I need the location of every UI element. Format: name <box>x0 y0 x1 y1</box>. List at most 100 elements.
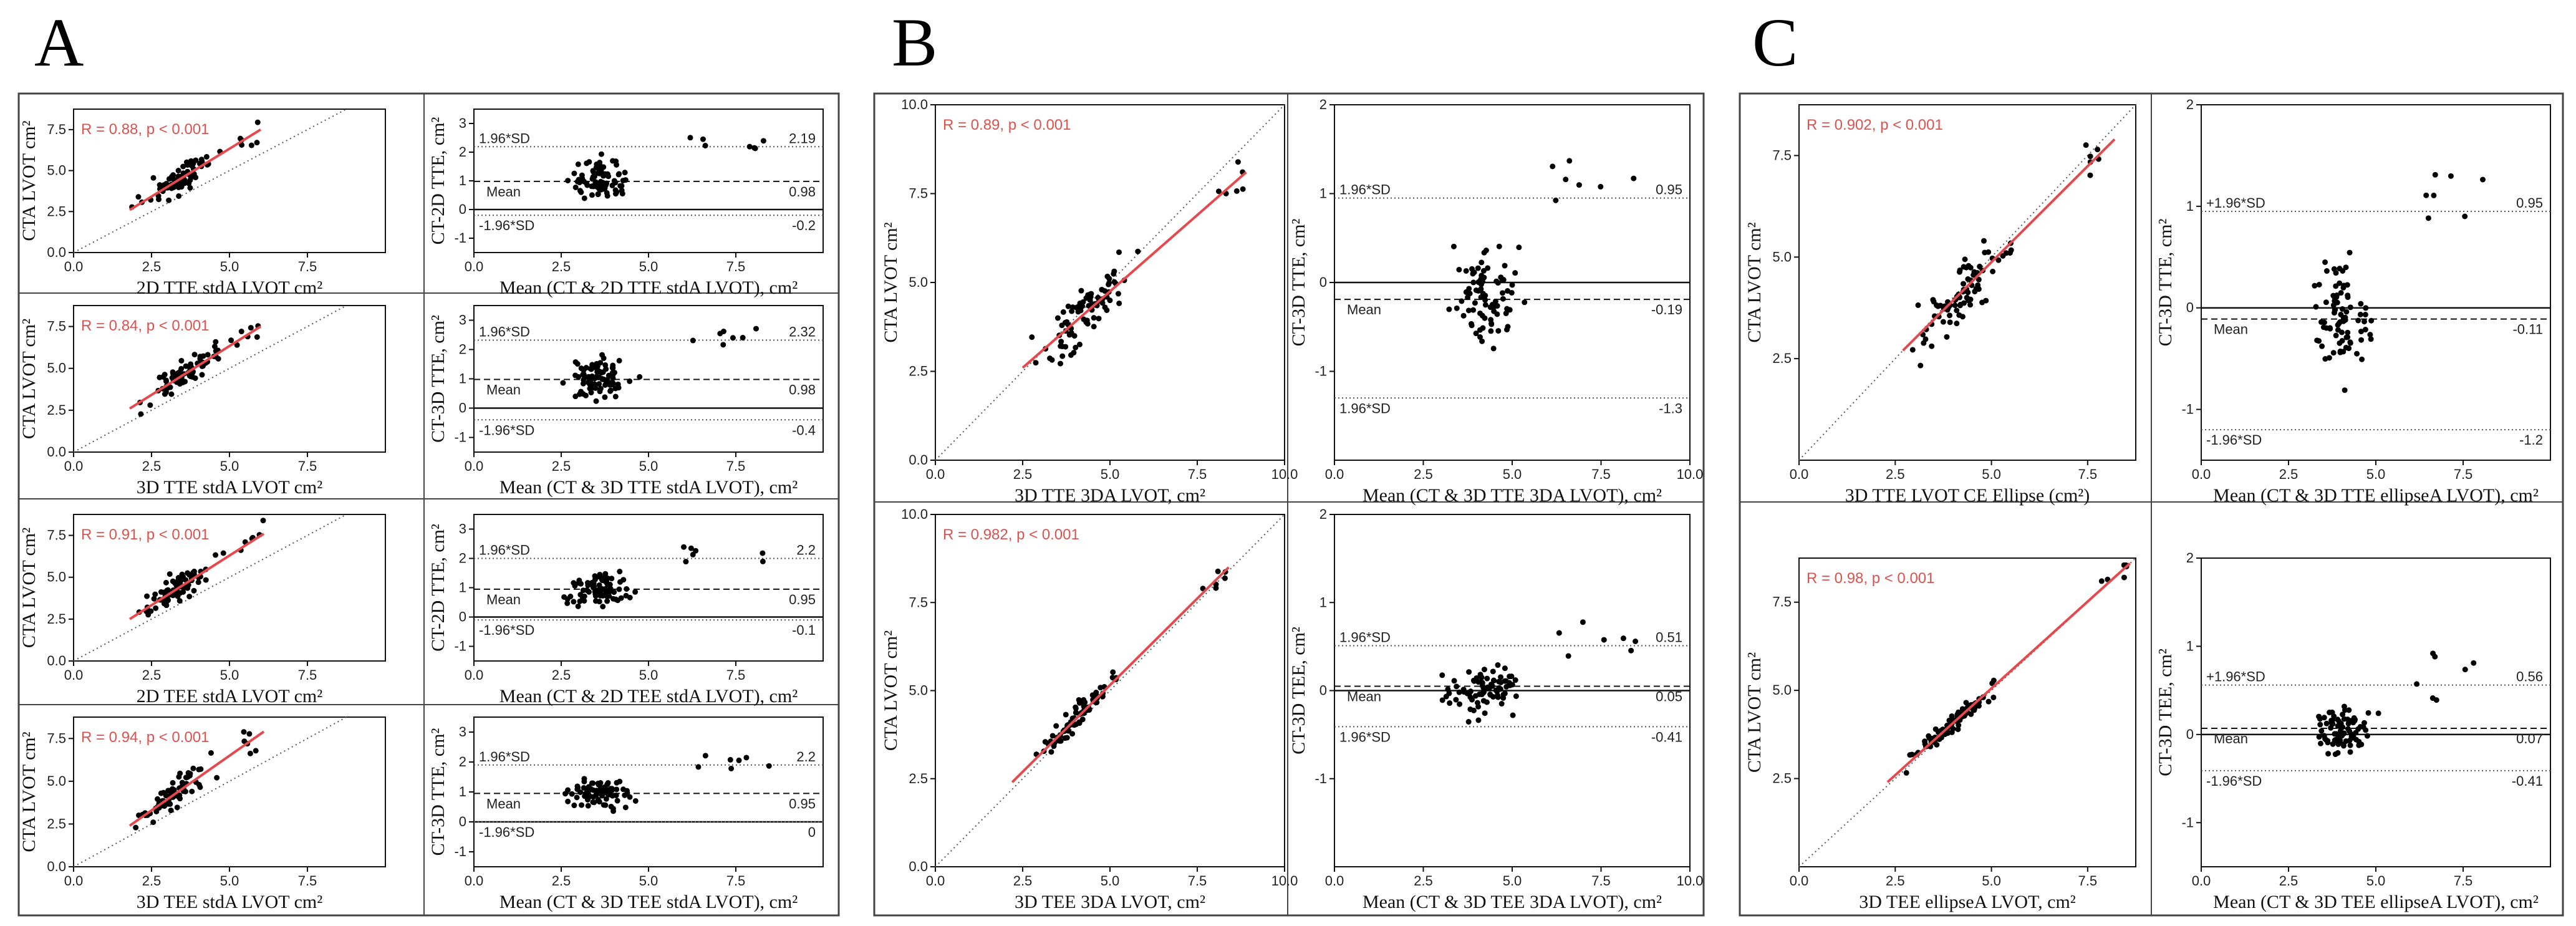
chart-c2-corr-point-25 <box>1949 729 1955 735</box>
chart-b2-corr-point-72 <box>1049 733 1056 739</box>
chart-c2-ba-point-81 <box>2332 738 2338 744</box>
chart-a2-corr-xtick-label-0: 0.0 <box>64 458 84 474</box>
chart-a2-ba-xtick-label-2: 5.0 <box>639 458 658 474</box>
chart-a4-corr-point-60 <box>253 748 259 754</box>
chart-b2-corr-point-45 <box>1213 585 1219 591</box>
chart-c2-corr: 0.0 2.5 5.0 7.52.55.07.53D TEE ellipseA LVO… <box>1744 557 2136 912</box>
chart-a3-corr-point-43 <box>185 585 191 591</box>
chart-c1-corr-ytick-label-2: 7.5 <box>1772 147 1792 163</box>
chart-a4-corr-point-75 <box>246 731 253 737</box>
chart-c2-corr-xlabel: 3D TEE ellipseA LVOT, cm² <box>1859 892 2076 912</box>
chart-a4-corr-point-45 <box>241 729 247 735</box>
chart-a4-ba-point-52 <box>622 804 629 811</box>
chart-a1-ba-point-84 <box>702 143 708 149</box>
chart-c1-ba-point-71 <box>2339 306 2345 312</box>
chart-a2-corr-fit-line <box>128 325 262 410</box>
chart-c1-ba-point-0 <box>2462 213 2468 219</box>
chart-a3-ba-mean-label: Mean <box>486 592 521 607</box>
chart-c1-corr-xtick-label-3: 7.5 <box>2078 466 2098 482</box>
chart-b2-ba-point-14 <box>1601 637 1607 643</box>
chart-a3-ba-point-68 <box>632 589 639 595</box>
chart-c2-ba-xtick-label-0: 0.0 <box>2192 873 2211 889</box>
panel-b-frame <box>873 92 1705 917</box>
chart-c2-ba-lower-value: -0.41 <box>2512 773 2543 789</box>
chart-a4-corr-point-41 <box>190 765 196 771</box>
chart-c1-ba-point-58 <box>2342 317 2348 323</box>
chart-c1-ba-point-4 <box>2345 329 2351 335</box>
chart-b2-ba-point-84 <box>1580 619 1586 625</box>
chart-b2-corr-xtick-label-3: 7.5 <box>1188 873 1207 889</box>
chart-a3-corr: 0.0 2.5 5.0 7.5 0.0 2.5 5.0 7.5 2D TEE stdA LVOT… <box>19 514 386 707</box>
chart-a4-corr-point-8 <box>158 790 164 796</box>
chart-b1-corr: 0.0 2.5 5.0 7.5 10.0 0.0 2.5 5.0 7.5 10.0 3D TTE 3… <box>880 97 1298 506</box>
chart-c1-corr-point-88 <box>1982 249 1988 256</box>
chart-c2-corr-point-67 <box>1955 726 1961 733</box>
chart-a2-corr-identity-line <box>73 305 347 453</box>
chart-c1-corr-frame <box>1798 104 2136 461</box>
chart-b1-ba-point-54 <box>1505 288 1511 294</box>
chart-a3-ba-point-25 <box>575 603 581 609</box>
chart-a4-ba-point-19 <box>597 780 604 786</box>
chart-b1-ba-point-86 <box>1475 287 1482 294</box>
chart-b1-corr-point-64 <box>1099 286 1105 292</box>
chart-a2-ba-xtick-label-0: 0.0 <box>465 458 484 474</box>
chart-a1-corr-ytick-label-3: 7.5 <box>47 122 66 137</box>
chart-a3-corr-ytick-label-0: 0.0 <box>47 653 66 668</box>
chart-c1-corr-point-76 <box>1954 321 1960 327</box>
chart-c2-corr-xtick-label-1: 2.5 <box>1886 873 1905 889</box>
chart-b1-corr-xtick-label-1: 2.5 <box>1013 466 1033 482</box>
chart-b1-ba-ytick-label-2: 1 <box>1319 186 1327 201</box>
chart-b2-corr-stat-label: R = 0.982, p < 0.001 <box>943 526 1079 543</box>
chart-a4-corr-point-68 <box>177 770 183 776</box>
chart-b2-ba-point-68 <box>1483 699 1490 705</box>
chart-c2-ba-point-79 <box>2335 723 2341 729</box>
chart-b1-ba-point-77 <box>1522 299 1528 306</box>
chart-b2-ba-point-34 <box>1456 689 1462 695</box>
chart-c2-corr-frame <box>1798 557 2136 867</box>
chart-b2-ba-xtick-label-3: 7.5 <box>1591 873 1611 889</box>
chart-c2-corr-xtick-label-2: 5.0 <box>1982 873 2001 889</box>
chart-a3-ba-point-28 <box>760 558 766 564</box>
chart-b2-corr: 0.0 2.5 5.0 7.5 10.0 0.0 2.5 5.0 7.5 10.0 3D TEE 3… <box>880 506 1298 912</box>
chart-a4-ba-point-39 <box>617 778 623 784</box>
chart-c2-ba-point-59 <box>2340 743 2347 749</box>
chart-a1-ba-lower-value: -0.2 <box>792 218 816 233</box>
chart-b2-corr-point-69 <box>1110 669 1116 675</box>
chart-a1-corr-point-49 <box>185 162 191 168</box>
chart-a1-corr-point-13 <box>150 175 157 181</box>
chart-c1-corr-point-32 <box>1980 238 1987 244</box>
chart-c1-ba-point-66 <box>2358 329 2364 335</box>
chart-a4-ba-point-70 <box>766 763 772 769</box>
chart-a2-corr-point-6 <box>168 391 175 397</box>
chart-c1-corr-point-10 <box>1983 297 1989 304</box>
chart-b1-ba-ytick-label-0: -1 <box>1315 364 1327 379</box>
chart-c1-corr-point-77 <box>1964 294 1970 301</box>
chart-b1-ba-point-46 <box>1463 268 1469 274</box>
chart-a4-ba-point-41 <box>627 794 633 800</box>
chart-c1-corr-point-52 <box>1962 256 1968 263</box>
chart-c2-ba-point-48 <box>2316 734 2322 740</box>
chart-a2-corr-point-43 <box>147 402 153 408</box>
chart-b2-ba-mean-value: 0.05 <box>1656 688 1682 704</box>
chart-b2-ba-point-37 <box>1454 683 1460 690</box>
chart-a1-corr-point-53 <box>135 194 142 200</box>
chart-b2-ba-point-57 <box>1493 687 1499 693</box>
chart-c1-ba-ytick-label-1: 0 <box>2186 300 2194 316</box>
chart-c2-ba-upper-label: +1.96*SD <box>2206 669 2265 685</box>
chart-b1-ba-point-89 <box>1481 249 1487 256</box>
chart-a1-ba-point-38 <box>604 193 610 199</box>
chart-a1-corr-xtick-label-3: 7.5 <box>298 259 317 274</box>
chart-c2-corr-fit-line <box>1886 562 2131 783</box>
chart-c1-ba-point-78 <box>2337 266 2343 272</box>
chart-a3-ba-xtick-label-2: 5.0 <box>639 667 658 683</box>
chart-a3-ba-point-88 <box>609 576 615 582</box>
chart-a3-ba-point-55 <box>585 582 591 589</box>
chart-b1-ba-ytick-label-3: 2 <box>1319 97 1327 112</box>
chart-a2-ba-point-8 <box>602 382 608 388</box>
chart-c2-ba-point-39 <box>2343 738 2349 744</box>
chart-a3-ba-point-33 <box>611 589 617 596</box>
chart-c1-corr-ytick-label-1: 5.0 <box>1772 249 1792 264</box>
chart-b1-corr-stat-label: R = 0.89, p < 0.001 <box>943 117 1071 133</box>
chart-b1-corr-point-44 <box>1029 334 1035 340</box>
chart-c1-corr-xtick-label-0: 0.0 <box>1790 466 1809 482</box>
